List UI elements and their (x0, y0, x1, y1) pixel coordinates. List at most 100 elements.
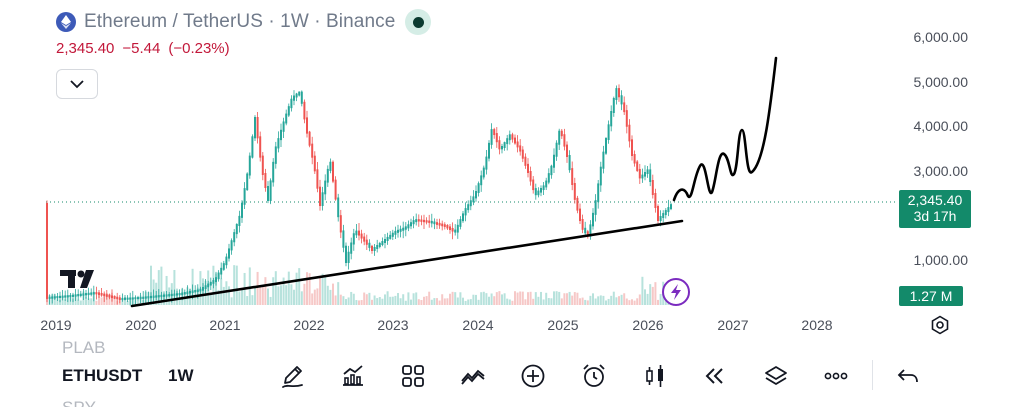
time-axis-label: 2025 (547, 317, 578, 333)
volume-bar (363, 292, 366, 305)
candle-body (503, 142, 506, 148)
candle-body (321, 192, 324, 206)
candle-body (285, 113, 288, 124)
more-icon (824, 372, 848, 380)
candle-body (454, 229, 457, 233)
more-button[interactable] (822, 362, 850, 390)
volume-bar (384, 294, 386, 305)
volume-bar (566, 293, 568, 305)
candle-body (196, 289, 199, 292)
badge-price: 2,345.40 (907, 192, 963, 208)
candle-body (124, 297, 126, 300)
candle-body (376, 245, 379, 249)
volume-bar (267, 288, 269, 305)
collapse-button[interactable] (56, 69, 98, 99)
candle-body (261, 155, 264, 175)
candle-body (646, 169, 649, 174)
plus-circle-icon (521, 364, 545, 388)
candle-body (246, 173, 249, 191)
tradingview-logo-icon (60, 270, 94, 288)
symbol-list-item[interactable]: PLAB (62, 338, 106, 357)
volume-bar (157, 270, 160, 305)
volume-bar (350, 291, 353, 305)
volume-bar (365, 294, 368, 305)
volume-bar (326, 285, 329, 305)
candle-body (573, 183, 576, 200)
volume-bar (389, 296, 392, 305)
volume-bar (150, 265, 152, 305)
interval-selector[interactable]: 1W (168, 366, 194, 385)
candle-body (108, 294, 111, 298)
price-axis: 6,000.00 5,000.00 4,000.00 3,000.00 1,000.00 (914, 29, 969, 268)
candle-body (170, 293, 173, 297)
volume-bar (100, 297, 103, 305)
volume-bar (441, 294, 444, 305)
volume-bar (430, 299, 433, 305)
market-status-icon[interactable] (405, 9, 432, 35)
candle-body (532, 179, 535, 191)
symbol-list-item[interactable]: SPY (62, 398, 96, 407)
alert-button[interactable] (580, 362, 608, 390)
toolbar-divider (872, 360, 873, 390)
settings-hexagon-icon[interactable] (930, 315, 950, 335)
symbol-title[interactable]: Ethereum / TetherUS · 1W · Binance (84, 11, 396, 32)
volume-bar (537, 296, 540, 305)
symbol-selector[interactable]: ETHUSDT (62, 366, 143, 385)
indicators-button[interactable] (339, 362, 367, 390)
candle-body (651, 180, 654, 195)
candle-body (173, 293, 176, 296)
price-chart[interactable]: 6,000.00 5,000.00 4,000.00 3,000.00 1,000.00… (0, 0, 1024, 340)
volume-bar (95, 300, 98, 305)
candle-body (56, 296, 59, 299)
volume-bar (235, 265, 238, 305)
candle-body (579, 208, 581, 221)
volume-bar (425, 296, 428, 305)
compare-button[interactable] (459, 362, 487, 390)
candle-body (163, 294, 165, 297)
candle-body (238, 215, 241, 226)
candle-body (462, 213, 464, 222)
candle-body (568, 155, 571, 171)
volume-bar (339, 294, 342, 305)
volume-bar (534, 292, 537, 305)
chart-type-button[interactable] (641, 362, 669, 390)
volume-bar (417, 299, 420, 305)
volume-bar (230, 297, 233, 305)
candle-body (459, 219, 462, 227)
candle-body (519, 145, 522, 152)
candle-body (618, 88, 620, 98)
volume-bar (644, 289, 646, 305)
candle-body (428, 220, 431, 223)
candle-body (436, 222, 438, 225)
volume-bar (290, 284, 293, 305)
candle-body (425, 220, 428, 223)
volume-bar (482, 291, 485, 305)
time-axis-label: 2022 (293, 317, 324, 333)
chart-header: Ethereum / TetherUS · 1W · Binance (56, 8, 432, 36)
replay-button[interactable] (701, 362, 729, 390)
candle-body (355, 230, 358, 236)
candle-body (373, 247, 376, 251)
undo-button[interactable] (894, 362, 922, 390)
candle-body (220, 267, 223, 275)
lightning-icon[interactable] (662, 278, 690, 306)
candle-body (189, 291, 191, 294)
price-axis-label: 4,000.00 (914, 118, 969, 134)
candle-body (139, 296, 142, 300)
candle-body (157, 295, 160, 298)
volume-bar (594, 298, 597, 305)
add-button[interactable] (519, 362, 547, 390)
draw-tool-button[interactable] (279, 362, 307, 390)
candle-body (204, 285, 207, 289)
candle-body (183, 292, 186, 295)
candle-body (61, 295, 64, 298)
volume-bar (352, 293, 355, 305)
volume-bar (490, 293, 493, 305)
volume-bar (259, 285, 262, 305)
templates-button[interactable] (399, 362, 427, 390)
layers-button[interactable] (762, 362, 790, 390)
volume-bar (137, 300, 139, 305)
volume-bar (462, 297, 464, 305)
volume-bar (347, 297, 350, 305)
candle-body (480, 175, 483, 186)
